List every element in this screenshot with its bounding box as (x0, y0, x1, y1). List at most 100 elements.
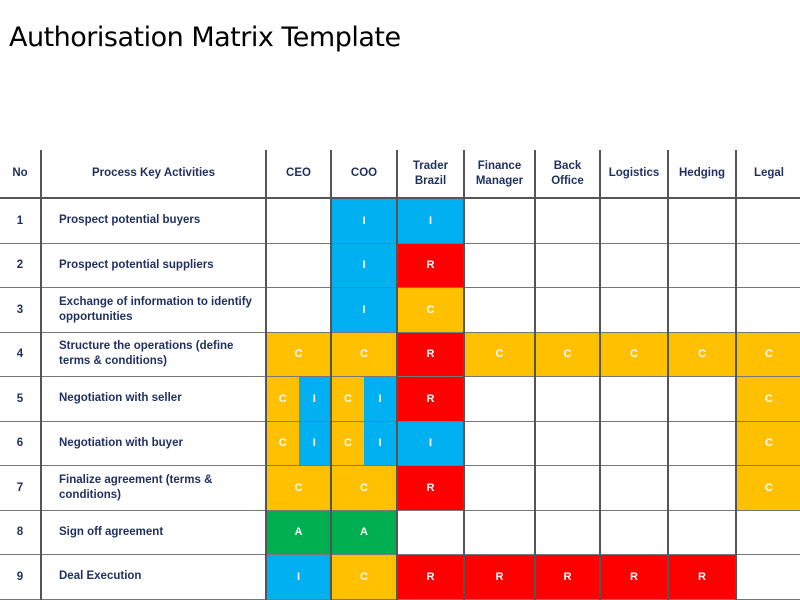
role-cell (667, 376, 736, 422)
role-cell (599, 510, 668, 555)
activity-cell: Negotiation with buyer (40, 421, 266, 466)
row-number: 3 (0, 287, 41, 333)
column-header: CEO (265, 150, 331, 199)
role-cell: I (396, 198, 464, 244)
column-header: Hedging (667, 150, 736, 199)
role-cell: R (396, 332, 464, 377)
role-cell: R (463, 554, 535, 600)
row-number: 2 (0, 243, 41, 288)
role-cell (463, 198, 535, 244)
table-row: 8 Sign off agreement A A (0, 510, 800, 555)
role-cell (599, 421, 668, 466)
role-value: C (332, 377, 364, 421)
role-cell (667, 243, 736, 288)
role-value: C (267, 421, 299, 465)
role-cell: C (534, 332, 600, 377)
role-cell: R (396, 554, 464, 600)
activity-cell: Sign off agreement (40, 510, 266, 555)
role-cell (667, 198, 736, 244)
role-cell: R (396, 243, 464, 288)
role-cell: C (265, 332, 331, 377)
role-cell: C (735, 376, 800, 422)
row-number: 9 (0, 554, 41, 600)
role-cell: C (330, 332, 397, 377)
authorisation-matrix: No Process Key Activities CEO COO Trader Bra… (0, 150, 800, 600)
role-cell (265, 198, 331, 244)
row-number: 6 (0, 421, 41, 466)
table-row: 3 Exchange of information to identify opp… (0, 287, 800, 333)
role-cell: C (330, 554, 397, 600)
row-number: 1 (0, 198, 41, 244)
header-row: No Process Key Activities CEO COO Trader Bra… (0, 150, 800, 199)
column-header: Legal (735, 150, 800, 199)
role-cell (463, 376, 535, 422)
role-cell: R (599, 554, 668, 600)
role-cell: C (330, 465, 397, 511)
role-cell (534, 198, 600, 244)
page-title: Authorisation Matrix Template (9, 22, 401, 53)
role-cell (265, 287, 331, 333)
column-header: No (0, 150, 41, 199)
role-cell (463, 510, 535, 555)
role-value: I (298, 377, 330, 421)
table-row: 1 Prospect potential buyers I I (0, 198, 800, 244)
role-cell: C (265, 465, 331, 511)
role-cell (463, 243, 535, 288)
role-cell (534, 287, 600, 333)
role-cell: C (735, 332, 800, 377)
role-cell (463, 421, 535, 466)
role-cell (534, 243, 600, 288)
role-cell (667, 510, 736, 555)
role-cell: I (396, 421, 464, 466)
role-cell (396, 510, 464, 555)
role-cell (735, 243, 800, 288)
role-cell: I (265, 554, 331, 600)
role-cell: I (330, 198, 397, 244)
role-cell: A (265, 510, 331, 555)
role-cell: R (534, 554, 600, 600)
activity-cell: Finalize agreement (terms & conditions) (40, 465, 266, 511)
role-cell (667, 465, 736, 511)
role-cell (534, 465, 600, 511)
role-cell (735, 287, 800, 333)
role-value: C (267, 377, 299, 421)
row-number: 4 (0, 332, 41, 377)
role-cell (265, 243, 331, 288)
role-cell (534, 376, 600, 422)
role-cell (463, 287, 535, 333)
role-cell: C (463, 332, 535, 377)
role-cell (599, 465, 668, 511)
activity-cell: Prospect potential suppliers (40, 243, 266, 288)
column-header: Back Office (534, 150, 600, 199)
column-header: COO (330, 150, 397, 199)
row-number: 7 (0, 465, 41, 511)
table-row: 9 Deal Execution I C R R R R R (0, 554, 800, 600)
table-row: 6 Negotiation with buyer C I C I I C (0, 421, 800, 466)
role-cell: C (735, 421, 800, 466)
table-row: 2 Prospect potential suppliers I R (0, 243, 800, 288)
role-cell: C (599, 332, 668, 377)
activity-cell: Structure the operations (define terms &… (40, 332, 266, 377)
table-row: 4 Structure the operations (define terms … (0, 332, 800, 377)
role-cell: R (396, 465, 464, 511)
role-cell: R (396, 376, 464, 422)
role-value: C (332, 421, 364, 465)
role-value: I (364, 377, 396, 421)
role-cell (599, 198, 668, 244)
role-cell (599, 243, 668, 288)
activity-cell: Negotiation with seller (40, 376, 266, 422)
role-cell: C (735, 465, 800, 511)
role-cell: I (330, 287, 397, 333)
table-row: 7 Finalize agreement (terms & conditions)… (0, 465, 800, 511)
role-cell (534, 421, 600, 466)
role-cell: C (667, 332, 736, 377)
row-number: 5 (0, 376, 41, 422)
activity-cell: Prospect potential buyers (40, 198, 266, 244)
role-cell: I (330, 243, 397, 288)
role-cell: C (396, 287, 464, 333)
role-cell (599, 287, 668, 333)
